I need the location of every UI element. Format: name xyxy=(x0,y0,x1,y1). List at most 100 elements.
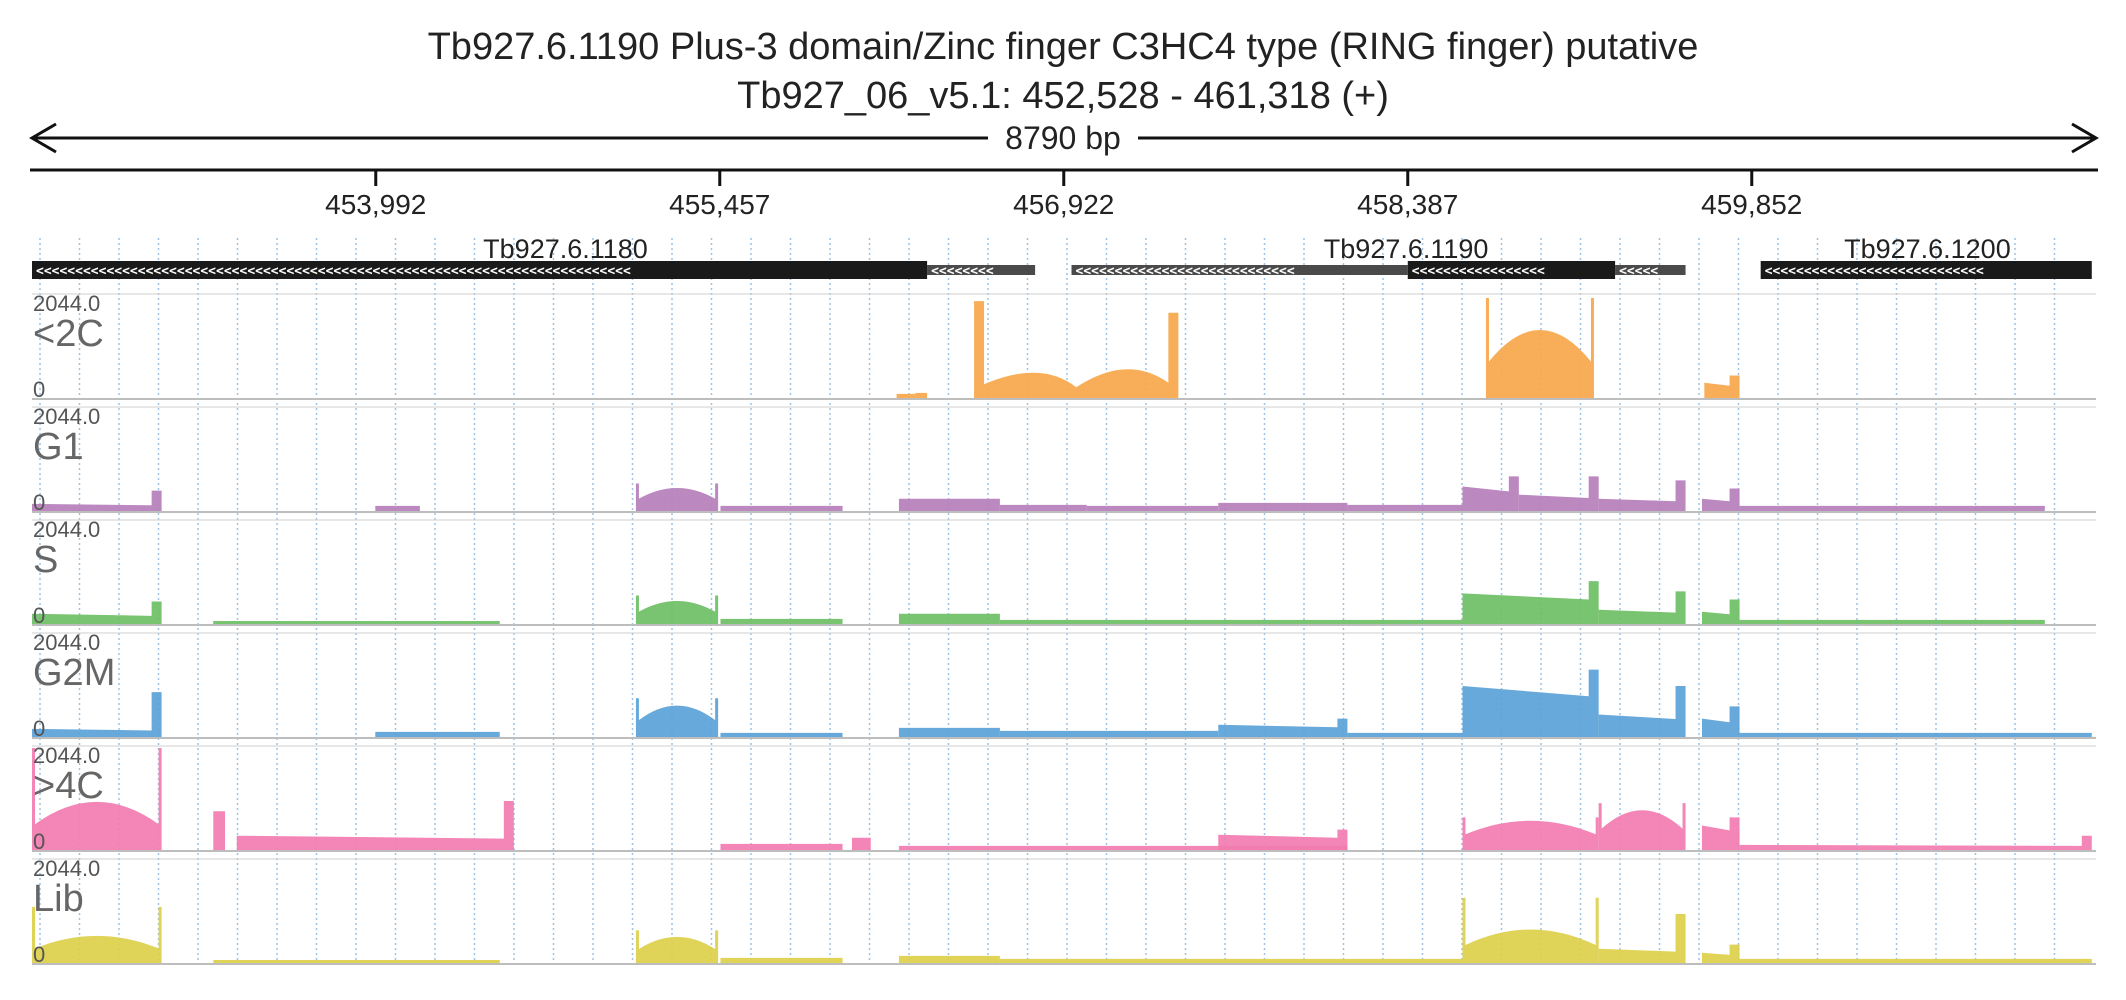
track-min-label: 0 xyxy=(33,377,45,402)
track-max-label: 2044.0 xyxy=(33,630,100,655)
strand-chevrons: <<<<<<<<<<<<<<<<<<<<<<<<<<<< xyxy=(1765,264,1984,279)
gene-Tb927.6.1180: <<<<<<<<<<<<<<<<<<<<<<<<<<<<<<<<<<<<<<<<… xyxy=(32,234,1036,279)
coverage-area xyxy=(213,959,500,963)
track-max-label: 2044.0 xyxy=(33,517,100,542)
coverage-area xyxy=(1701,706,1740,737)
track-name: G1 xyxy=(33,426,84,468)
coverage-area xyxy=(1462,476,1519,511)
coverage-area xyxy=(213,620,500,624)
coverage-area xyxy=(1485,298,1594,398)
gene-cds xyxy=(1407,261,1616,279)
coverage-area xyxy=(1462,897,1599,963)
coverage-area xyxy=(915,392,928,398)
coverage-area xyxy=(1598,480,1686,511)
ruler-tick-label: 455,457 xyxy=(669,189,770,220)
coverage-area xyxy=(1598,803,1686,850)
track-max-label: 2044.0 xyxy=(33,743,100,768)
coverage-area xyxy=(635,595,719,624)
track-name: G2M xyxy=(33,652,115,694)
gene-track: <<<<<<<<<<<<<<<<<<<<<<<<<<<<<<<<<<<<<<<<… xyxy=(32,234,2092,279)
coverage-area xyxy=(1218,829,1348,850)
coverage-area xyxy=(1462,581,1599,624)
strand-chevrons: <<<<< xyxy=(1619,264,1658,279)
span-arrow: 8790 bp xyxy=(29,120,2099,156)
arrow-right-icon xyxy=(2071,122,2099,154)
coverage-area xyxy=(1462,817,1599,850)
coverage-area xyxy=(1218,718,1348,737)
arrow-left-icon xyxy=(29,122,57,154)
feature-title: Tb927.6.1190 Plus-3 domain/Zinc finger C… xyxy=(428,26,1699,68)
gene-utr xyxy=(1071,265,1408,275)
track-min-label: 0 xyxy=(33,716,45,741)
coverage-area xyxy=(896,393,916,398)
coverage-area xyxy=(851,837,871,850)
track-max-label: 2044.0 xyxy=(33,291,100,316)
coverage-area xyxy=(1739,835,2092,850)
gene-Tb927.6.1200: <<<<<<<<<<<<<<<<<<<<<<<<<<<<Tb927.6.1200 xyxy=(1760,234,2092,279)
coverage-area xyxy=(1598,591,1686,624)
coverage-area xyxy=(1218,502,1348,511)
gene-utr xyxy=(1615,265,1686,275)
coverage-area xyxy=(720,618,843,624)
coverage-area xyxy=(32,748,162,850)
coverage-area xyxy=(1598,686,1686,737)
coverage-area xyxy=(1704,375,1740,398)
gene-cds xyxy=(32,261,928,279)
coverage-area xyxy=(635,483,719,511)
track-name: <2C xyxy=(33,313,104,355)
coverage-area xyxy=(635,930,719,963)
coverage-area xyxy=(375,731,500,737)
coverage-area xyxy=(999,619,1463,624)
track-4C: 2044.0>4C 0 xyxy=(32,743,2096,854)
gene-cds xyxy=(1760,261,2092,279)
coverage-area xyxy=(720,843,843,850)
track-max-label: 2044.0 xyxy=(33,856,100,881)
coverage-area xyxy=(1701,944,1740,963)
coverage-area xyxy=(720,505,843,511)
gene-utr xyxy=(927,265,1036,275)
coverage-area xyxy=(898,613,1000,624)
coverage-area xyxy=(999,504,1087,511)
ruler-ticks: 453,992 455,457 456,922 458,387 459,852 xyxy=(325,170,1802,220)
coverage-area xyxy=(1739,505,2045,511)
ruler-tick-label: 456,922 xyxy=(1013,189,1114,220)
strand-chevrons: <<<<<<<< xyxy=(931,264,994,279)
gene-Tb927.6.1190: <<<<<<<<<<<<<<<<<<<<<<<<<<<< <<<<<<<<<<<<… xyxy=(1071,234,1686,279)
gene-label: Tb927.6.1190 xyxy=(1324,234,1489,264)
coverage-area xyxy=(236,801,514,850)
track-name: >4C xyxy=(33,765,104,807)
ruler-tick-label: 453,992 xyxy=(325,189,426,220)
track-min-label: 0 xyxy=(33,829,45,854)
coverage-area xyxy=(1347,732,1463,737)
coverage-area xyxy=(32,601,162,624)
grid-lines xyxy=(39,238,2056,962)
coverage-area xyxy=(1701,488,1740,511)
ruler-tick-label: 458,387 xyxy=(1357,189,1458,220)
track-max-label: 2044.0 xyxy=(33,404,100,429)
strand-chevrons: <<<<<<<<<<<<<<<<<<<<<<<<<<<< xyxy=(1076,264,1295,279)
track-2C: 2044.0<2C 0 xyxy=(32,291,2096,402)
coverage-area xyxy=(720,957,843,963)
locus-coordinates: Tb927_06_v5.1: 452,528 - 461,318 (+) xyxy=(737,75,1389,117)
coverage-area xyxy=(1598,914,1686,963)
coverage-area xyxy=(898,727,1000,737)
track-name: S xyxy=(33,539,58,581)
coverage-area xyxy=(1739,958,2092,963)
coverage-area xyxy=(720,732,843,737)
track-min-label: 0 xyxy=(33,603,45,628)
coverage-area xyxy=(32,906,162,963)
coverage-area xyxy=(1086,505,1219,511)
coverage-area xyxy=(898,498,1000,511)
coverage-area xyxy=(1347,504,1463,511)
coverage-area xyxy=(32,692,162,737)
track-name: Lib xyxy=(33,878,84,920)
ruler-tick-label: 459,852 xyxy=(1701,189,1802,220)
coverage-area xyxy=(974,301,1179,398)
coverage-area xyxy=(1739,732,2092,737)
track-min-label: 0 xyxy=(33,942,45,967)
track-S: 2044.0S 0 xyxy=(32,517,2096,628)
strand-chevrons: <<<<<<<<<<<<<<<<< xyxy=(1412,264,1545,279)
